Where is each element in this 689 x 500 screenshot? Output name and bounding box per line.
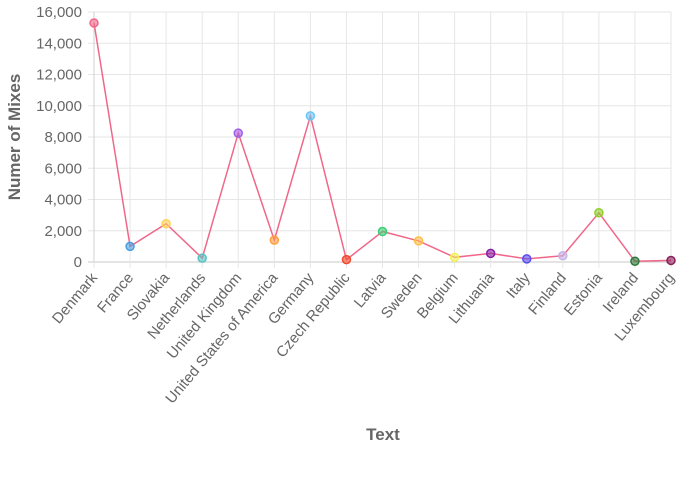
chart-grid [88, 11, 672, 268]
x-tick-label: Denmark [49, 269, 101, 327]
data-point[interactable] [233, 128, 243, 138]
y-tick-label: 6,000 [44, 160, 82, 177]
data-point[interactable] [558, 251, 568, 261]
x-tick-label: Estonia [561, 269, 607, 319]
data-point[interactable] [197, 253, 207, 263]
x-tick-label: Italy [503, 269, 534, 301]
data-point[interactable] [377, 226, 388, 237]
data-point[interactable] [161, 218, 171, 229]
y-tick-label: 10,000 [36, 98, 82, 115]
data-point[interactable] [449, 252, 460, 263]
y-tick-label: 0 [74, 254, 82, 271]
data-point[interactable] [413, 236, 424, 246]
data-point[interactable] [522, 254, 532, 264]
y-tick-label: 8,000 [44, 129, 82, 146]
y-tick-label: 4,000 [44, 192, 82, 209]
data-point[interactable] [666, 255, 676, 266]
data-point[interactable] [341, 254, 352, 265]
data-point[interactable] [594, 208, 604, 218]
series-points [89, 18, 676, 266]
y-tick-label: 12,000 [36, 67, 82, 84]
data-point[interactable] [125, 241, 135, 252]
y-axis-ticks: 0 2,000 4,000 6,000 8,000 10,000 12,000 14,000 1… [36, 4, 82, 271]
data-point[interactable] [89, 18, 99, 28]
x-axis-title: Text [366, 425, 400, 444]
y-tick-label: 14,000 [36, 35, 82, 52]
y-axis-title: Numer of Mixes [5, 74, 24, 201]
data-point[interactable] [485, 248, 496, 259]
y-tick-label: 16,000 [36, 4, 82, 21]
y-tick-label: 2,000 [44, 223, 82, 240]
data-point[interactable] [630, 256, 640, 266]
data-point[interactable] [269, 235, 280, 245]
data-point[interactable] [305, 111, 316, 121]
